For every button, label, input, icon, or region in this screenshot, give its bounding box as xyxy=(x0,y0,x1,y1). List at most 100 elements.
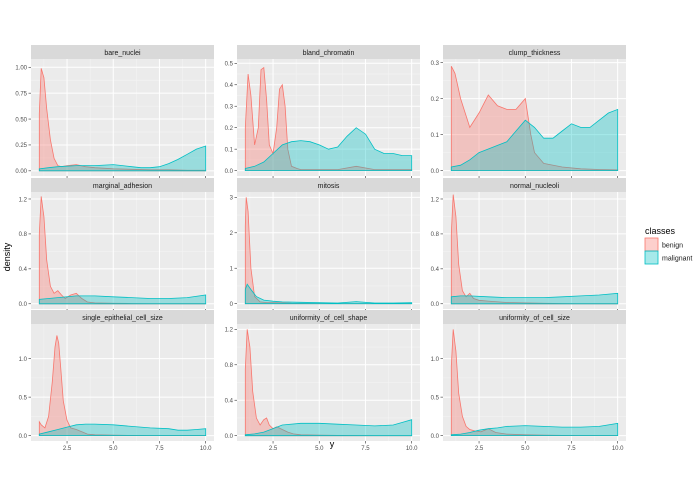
y-tick-label: 0.3 xyxy=(225,105,234,111)
facet-panel-uniformity-of-cell-shape: uniformity_of_cell_shape 0.0 0.4 0.8 1.2 2.5 5… xyxy=(225,310,420,452)
y-tick-label: 0.8 xyxy=(431,232,440,238)
density-area-benign xyxy=(38,68,207,172)
facet-strip-label: bland_chromatin xyxy=(303,50,355,57)
y-axis-title: density xyxy=(2,242,12,271)
x-tick-label: 7.5 xyxy=(155,446,164,452)
y-tick-label: 0.75 xyxy=(15,91,27,97)
y-tick-label: 0.4 xyxy=(225,83,234,89)
y-tick-label: 0.0 xyxy=(431,434,440,440)
density-area-benign xyxy=(450,66,619,171)
facet-panel-bland-chromatin: bland_chromatin0.00.10.20.30.40.52.55.07… xyxy=(225,45,420,187)
x-axis-title: y xyxy=(330,439,335,449)
x-tick-label: 5.0 xyxy=(521,446,530,452)
y-tick-label: 1.0 xyxy=(19,357,28,363)
y-tick-label: 1.0 xyxy=(431,357,440,363)
density-area-malignant xyxy=(38,145,207,172)
facet-panel-bare-nuclei: bare_nuclei0.000.250.500.751.002.55.07.5… xyxy=(15,45,214,187)
legend-key-benign xyxy=(644,237,659,252)
y-tick-label: 0.0 xyxy=(225,434,234,440)
facet-strip xyxy=(31,45,214,59)
facet-strip xyxy=(31,310,214,324)
density-area-malignant xyxy=(450,422,619,436)
y-tick-label: 0.8 xyxy=(19,232,28,238)
legend: classes benign malignant xyxy=(644,226,692,265)
x-tick-label: 2.5 xyxy=(63,446,72,452)
facet-strip xyxy=(443,178,626,192)
facet-strip-label: mitosis xyxy=(318,183,340,190)
y-tick-label: 0.50 xyxy=(15,117,27,123)
facet-strip-label: clump_thickness xyxy=(509,50,561,57)
density-area-malignant xyxy=(450,108,619,171)
facet-panel-uniformity-of-cell-size: uniformity_of_cell_size 0.0 0.5 1.0 2.5 5.0 7.… xyxy=(431,310,626,452)
legend-label-benign: benign xyxy=(662,243,683,250)
legend-label-malignant: malignant xyxy=(662,256,692,263)
density-area-malignant xyxy=(244,419,413,437)
density-area-malignant xyxy=(244,127,413,171)
facet-strip-label: single_epithelial_cell_size xyxy=(82,315,163,322)
y-tick-label: 0.00 xyxy=(15,169,27,175)
y-tick-label: 0.8 xyxy=(225,363,234,369)
y-tick-label: 3 xyxy=(230,196,234,202)
density-area-malignant xyxy=(38,423,207,436)
facet-strip xyxy=(443,310,626,324)
density-area-malignant xyxy=(244,283,413,305)
x-tick-label: 7.5 xyxy=(567,446,576,452)
x-tick-label: 10.0 xyxy=(406,446,418,452)
y-tick-label: 1.2 xyxy=(225,328,234,334)
y-tick-label: 0.2 xyxy=(431,97,440,103)
legend-title: classes xyxy=(645,226,676,236)
y-tick-label: 0 xyxy=(230,302,234,308)
facet-strip xyxy=(237,45,420,59)
y-tick-label: 0.0 xyxy=(431,302,440,308)
facet-panel-mitosis: mitosis01232.55.07.510.0 xyxy=(230,178,420,320)
density-area-malignant xyxy=(450,292,619,305)
facet-panels: bare_nuclei0.000.250.500.751.002.55.07.5… xyxy=(15,45,626,452)
density-area-benign xyxy=(244,66,413,171)
y-tick-label: 0.4 xyxy=(431,267,440,273)
y-tick-label: 1.2 xyxy=(431,197,440,203)
y-tick-label: 2 xyxy=(230,231,234,237)
y-tick-label: 1.00 xyxy=(15,66,27,72)
facet-panel-single-epithelial-cell-size: single_epithelial_cell_size 0.0 0.5 1.0 2.5 5… xyxy=(19,310,214,452)
facet-strip-label: uniformity_of_cell_size xyxy=(499,315,570,322)
x-tick-label: 10.0 xyxy=(612,446,624,452)
facet-strip xyxy=(237,178,420,192)
x-tick-label: 2.5 xyxy=(475,446,484,452)
y-tick-label: 0.4 xyxy=(19,267,28,273)
facet-strip-label: normal_nucleoli xyxy=(510,183,559,190)
y-tick-label: 0.2 xyxy=(225,126,234,132)
x-tick-label: 2.5 xyxy=(269,446,278,452)
panel-background xyxy=(443,192,626,309)
facet-panel-marginal-adhesion: marginal_adhesion0.00.40.81.22.55.07.510… xyxy=(19,178,214,320)
y-tick-label: 1.2 xyxy=(19,197,28,203)
density-area-malignant xyxy=(38,294,207,305)
y-tick-label: 0.0 xyxy=(431,169,440,175)
facet-strip-label: bare_nuclei xyxy=(104,50,141,57)
y-tick-label: 0.25 xyxy=(15,143,27,149)
y-tick-label: 0.1 xyxy=(431,133,440,139)
y-tick-label: 0.0 xyxy=(19,302,28,308)
y-tick-label: 0.4 xyxy=(225,399,234,405)
y-tick-label: 1 xyxy=(230,267,234,273)
facet-strip xyxy=(443,45,626,59)
x-tick-label: 5.0 xyxy=(315,446,324,452)
facet-strip xyxy=(31,178,214,192)
panel-background xyxy=(31,192,214,309)
x-tick-label: 7.5 xyxy=(361,446,370,452)
facet-strip-label: uniformity_of_cell_shape xyxy=(290,315,368,322)
y-tick-label: 0.0 xyxy=(19,434,28,440)
facet-strip-label: marginal_adhesion xyxy=(93,183,152,190)
y-tick-label: 0.5 xyxy=(225,62,234,68)
y-tick-label: 0.3 xyxy=(431,61,440,67)
facet-strip xyxy=(237,310,420,324)
x-tick-label: 5.0 xyxy=(109,446,118,452)
y-tick-label: 0.5 xyxy=(431,395,440,401)
y-tick-label: 0.5 xyxy=(19,395,28,401)
y-tick-label: 0.0 xyxy=(225,169,234,175)
panel-background xyxy=(443,324,626,441)
legend-key-malignant xyxy=(644,250,659,265)
x-tick-label: 10.0 xyxy=(200,446,212,452)
